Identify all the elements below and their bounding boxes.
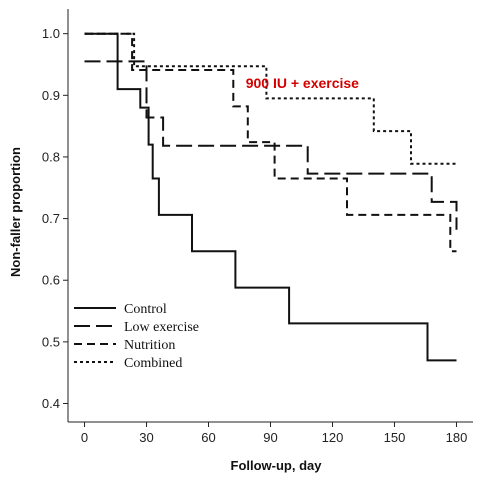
y-tick-label: 0.7 [42,211,60,226]
x-tick-label: 180 [446,430,468,445]
y-tick-label: 0.5 [42,334,60,349]
legend-label: Control [124,302,167,317]
y-tick-label: 0.4 [42,396,60,411]
legend-label: Low exercise [124,320,199,335]
legend-label: Nutrition [124,338,175,353]
y-tick-label: 0.8 [42,149,60,164]
y-axis-title: Non-faller proportion [8,147,23,277]
series-layer [84,32,458,362]
y-tick-label: 0.6 [42,273,60,288]
x-tick-label: 0 [81,430,88,445]
series-line-nutrition [84,32,457,253]
y-tick-label: 1.0 [42,26,60,41]
x-tick-label: 30 [139,430,153,445]
legend: Control Low exercise Nutrition Combined [74,302,199,371]
x-tick-label: 90 [263,430,277,445]
series-line-low-exercise [84,60,458,230]
x-axis-title: Follow-up, day [231,458,323,473]
y-tick-label: 0.9 [42,88,60,103]
chart-annotation: 900 IU + exercise [246,75,359,91]
axes: 0.4 0.5 0.6 0.7 0.8 0.9 1.0 0 30 60 90 120 150 180 [42,9,473,445]
x-tick-label: 150 [384,430,406,445]
x-tick-label: 120 [322,430,344,445]
x-tick-label: 60 [201,430,215,445]
series-line-combined [84,32,457,165]
legend-label: Combined [124,356,182,371]
series-line-control [84,32,457,362]
